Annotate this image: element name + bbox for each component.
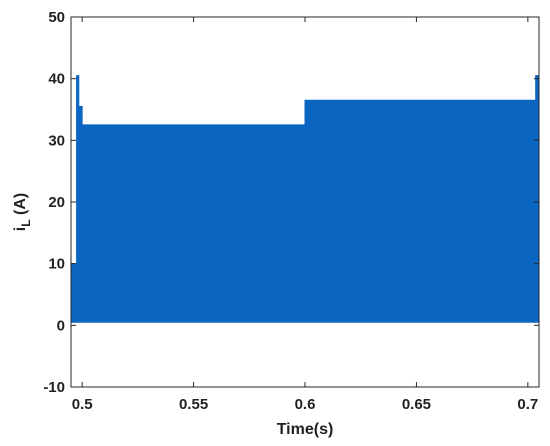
- y-tick-label: 20: [48, 194, 65, 211]
- y-tick-label: 0: [57, 317, 65, 334]
- y-axis-label: iL (A): [12, 193, 33, 231]
- y-axis-label-main: i: [12, 227, 29, 231]
- y-axis-label-sub: L: [19, 219, 33, 226]
- x-tick-label: 0.55: [179, 396, 208, 413]
- y-tick-label: 40: [48, 71, 65, 88]
- y-tick-label: 30: [48, 132, 65, 149]
- y-axis-label-unit: (A): [12, 193, 29, 220]
- series-layer: [70, 75, 540, 323]
- series-0-band: [70, 75, 540, 323]
- y-tick-label: 10: [48, 256, 65, 273]
- y-tick-label: -10: [43, 379, 65, 396]
- y-axis-ticks: -10 0 10 20 30 40 50: [43, 9, 539, 396]
- x-tick-label: 0.6: [295, 396, 316, 413]
- x-tick-label: 0.65: [402, 396, 431, 413]
- x-tick-label: 0.5: [72, 396, 93, 413]
- y-tick-label: 50: [48, 9, 65, 26]
- x-axis-label: Time(s): [277, 421, 334, 438]
- x-tick-label: 0.7: [517, 396, 538, 413]
- x-axis-ticks: 0.5 0.55 0.6 0.65 0.7: [72, 17, 538, 413]
